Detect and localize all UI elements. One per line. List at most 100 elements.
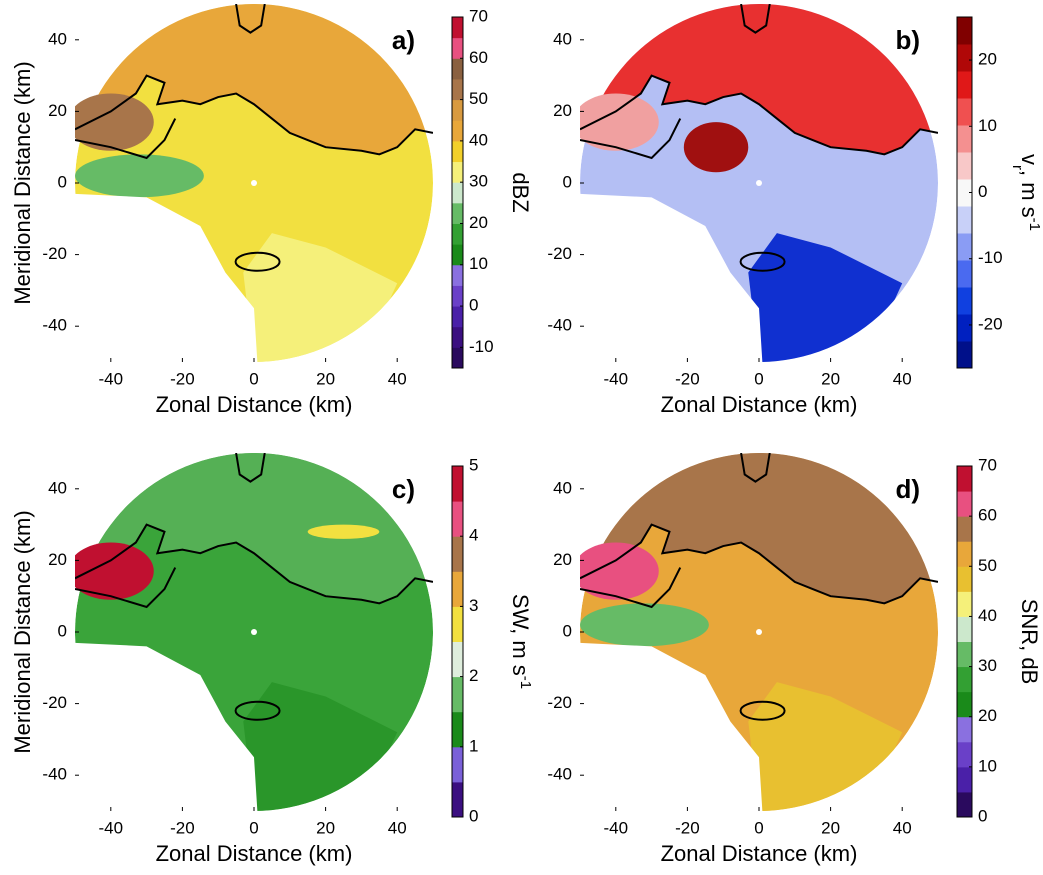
colorbar-swatch xyxy=(452,306,463,327)
colorbar-label: dBZ xyxy=(508,172,533,212)
colorbar-label: SW, m s-1 xyxy=(508,594,535,689)
y-tick-label: 40 xyxy=(553,29,572,48)
colorbar-label-part: , m s xyxy=(1017,170,1042,218)
x-tick-label: -20 xyxy=(675,369,700,388)
colorbar-tick-label: 10 xyxy=(978,116,997,135)
y-tick-label: -20 xyxy=(42,244,67,263)
colorbar-tick-label: 10 xyxy=(469,254,488,273)
colorbar-swatch xyxy=(452,79,463,100)
colorbar-tick-label: 20 xyxy=(978,706,997,725)
x-tick-label: 20 xyxy=(316,369,335,388)
colorbar-tick-label: 0 xyxy=(469,806,478,825)
colorbar-label: vr, m s-1 xyxy=(1010,154,1043,231)
radar-field xyxy=(573,4,938,366)
colorbar-swatch xyxy=(452,182,463,203)
x-tick-label: -20 xyxy=(170,369,195,388)
y-tick-label: 20 xyxy=(48,101,67,120)
colorbar-tick-label: 40 xyxy=(469,130,488,149)
colorbar-swatch xyxy=(957,17,972,45)
colorbar-swatch xyxy=(452,203,463,224)
colorbar-swatch xyxy=(957,233,972,261)
colorbar-tick-label: 30 xyxy=(469,172,488,191)
x-tick-label: -40 xyxy=(604,818,629,837)
x-tick-label: -40 xyxy=(604,369,629,388)
x-axis-label: Zonal Distance (km) xyxy=(661,392,858,417)
colorbar-swatch xyxy=(957,642,972,668)
radar-site xyxy=(756,629,762,635)
colorbar-swatch xyxy=(452,141,463,162)
colorbar-swatch xyxy=(452,265,463,286)
colorbar-swatch xyxy=(452,58,463,79)
colorbar-swatch xyxy=(452,327,463,348)
panel-label: d) xyxy=(895,474,920,504)
panel-label: a) xyxy=(392,25,415,55)
colorbar-swatch xyxy=(452,677,463,713)
colorbar-swatch xyxy=(452,501,463,537)
y-tick-label: -20 xyxy=(42,693,67,712)
colorbar-swatch xyxy=(452,642,463,678)
colorbar-tick-label: 5 xyxy=(469,455,478,474)
colorbar-swatch xyxy=(452,747,463,783)
y-tick-label: -40 xyxy=(42,316,67,335)
colorbar-tick-label: 20 xyxy=(978,50,997,69)
field-region xyxy=(308,525,380,539)
radar-field xyxy=(68,4,433,366)
colorbar-tick-label: 20 xyxy=(469,213,488,232)
y-tick-label: 20 xyxy=(553,550,572,569)
y-tick-label: 20 xyxy=(48,550,67,569)
colorbar-tick-label: 3 xyxy=(469,596,478,615)
colorbar-tick-label: 4 xyxy=(469,526,478,545)
colorbar-swatch xyxy=(452,536,463,572)
colorbar-swatch xyxy=(452,223,463,244)
field-region xyxy=(684,122,748,172)
y-tick-label: -20 xyxy=(547,244,572,263)
colorbar-tick-label: 50 xyxy=(469,89,488,108)
colorbar-swatch xyxy=(957,260,972,288)
x-tick-label: 20 xyxy=(821,818,840,837)
colorbar-tick-label: 50 xyxy=(978,556,997,575)
field-region xyxy=(580,603,709,646)
colorbar-swatch xyxy=(452,712,463,748)
colorbar-label-part: v xyxy=(1017,154,1042,165)
x-tick-label: 0 xyxy=(249,818,258,837)
colorbar-swatch xyxy=(957,692,972,718)
colorbar-swatch xyxy=(957,767,972,793)
colorbar-swatch xyxy=(452,606,463,642)
y-tick-label: 20 xyxy=(553,101,572,120)
colorbar-swatch xyxy=(957,341,972,369)
colorbar-swatch xyxy=(957,98,972,126)
radar-site xyxy=(756,180,762,186)
colorbar-label-part: SW, m s xyxy=(508,594,533,676)
colorbar-swatch xyxy=(452,244,463,265)
colorbar-tick-label: 70 xyxy=(469,6,488,25)
colorbar-tick-label: 70 xyxy=(978,455,997,474)
colorbar-tick-label: 1 xyxy=(469,736,478,755)
x-tick-label: -20 xyxy=(170,818,195,837)
colorbar-swatch xyxy=(957,742,972,768)
colorbar-swatch xyxy=(452,162,463,183)
colorbar-swatch xyxy=(957,71,972,99)
colorbar-swatch xyxy=(957,125,972,153)
field-region xyxy=(75,154,204,197)
colorbar-swatch xyxy=(452,17,463,38)
colorbar-swatch xyxy=(957,717,972,743)
colorbar-tick-label: 60 xyxy=(469,48,488,67)
colorbar-tick-label: 40 xyxy=(978,606,997,625)
y-tick-label: 40 xyxy=(48,29,67,48)
colorbar-swatch xyxy=(957,287,972,315)
y-tick-label: -40 xyxy=(547,765,572,784)
y-tick-label: 0 xyxy=(563,172,572,191)
x-tick-label: -20 xyxy=(675,818,700,837)
colorbar-tick-label: -10 xyxy=(978,248,1003,267)
colorbar-tick-label: -20 xyxy=(978,314,1003,333)
figure: -40-2002040-40-2002040Zonal Distance (km… xyxy=(0,0,1043,875)
y-tick-label: 40 xyxy=(553,478,572,497)
y-tick-label: 0 xyxy=(58,621,67,640)
y-tick-label: 0 xyxy=(563,621,572,640)
panel-label: c) xyxy=(392,474,415,504)
colorbar-tick-label: 30 xyxy=(978,656,997,675)
radar-field xyxy=(573,453,938,815)
colorbar-tick-label: 60 xyxy=(978,506,997,525)
